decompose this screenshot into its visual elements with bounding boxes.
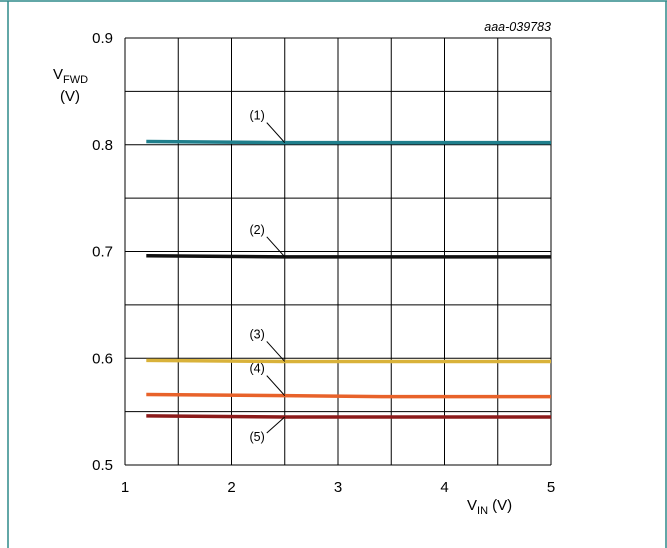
y-tick-label: 0.9 xyxy=(92,30,113,47)
x-tick-label: 4 xyxy=(440,479,448,496)
series-line-4 xyxy=(146,392,551,399)
callout-label-5: (5) xyxy=(249,430,264,444)
x-axis-label-sub: IN xyxy=(477,505,488,517)
x-tick-label: 3 xyxy=(334,479,342,496)
grid xyxy=(124,37,552,466)
y-tick-label: 0.8 xyxy=(92,137,113,154)
x-tick-label: 1 xyxy=(121,479,129,496)
callout-leader-3 xyxy=(266,341,286,362)
callout-label-1: (1) xyxy=(249,109,264,123)
callout-group: (1) (2) (3) (4) (5) xyxy=(249,109,286,444)
callout-label-2: (2) xyxy=(249,223,264,237)
figure-identifier: aaa-039783 xyxy=(484,20,551,34)
y-tick-label: 0.6 xyxy=(92,350,113,367)
callout-leader-5 xyxy=(266,416,286,434)
y-axis-unit: (V) xyxy=(60,88,80,105)
x-tick-label: 2 xyxy=(227,479,235,496)
x-tick-label: 5 xyxy=(547,479,555,496)
series-line-5 xyxy=(146,414,551,419)
x-axis-label-unit: (V) xyxy=(488,497,512,514)
y-axis-label-main: V xyxy=(53,66,63,83)
callout-leader-4 xyxy=(266,375,286,396)
x-axis-label-main: V xyxy=(467,497,477,514)
callout-label-4: (4) xyxy=(249,362,264,376)
series-line-2 xyxy=(146,254,551,259)
tick-labels: 1 2 3 4 5 0.5 0.6 0.7 0.8 0.9 xyxy=(92,30,555,496)
series-line-1 xyxy=(146,139,551,145)
series-line-3 xyxy=(146,358,551,364)
y-tick-label: 0.5 xyxy=(92,457,113,474)
callout-label-3: (3) xyxy=(249,327,264,341)
y-axis-label-sub: FWD xyxy=(63,74,88,86)
callout-leader-2 xyxy=(266,236,286,258)
callout-leader-1 xyxy=(266,122,286,143)
x-axis-label: VIN (V) xyxy=(467,497,512,517)
series-group xyxy=(146,139,551,419)
y-tick-label: 0.7 xyxy=(92,244,113,261)
y-axis-label: VFWD xyxy=(53,66,88,86)
